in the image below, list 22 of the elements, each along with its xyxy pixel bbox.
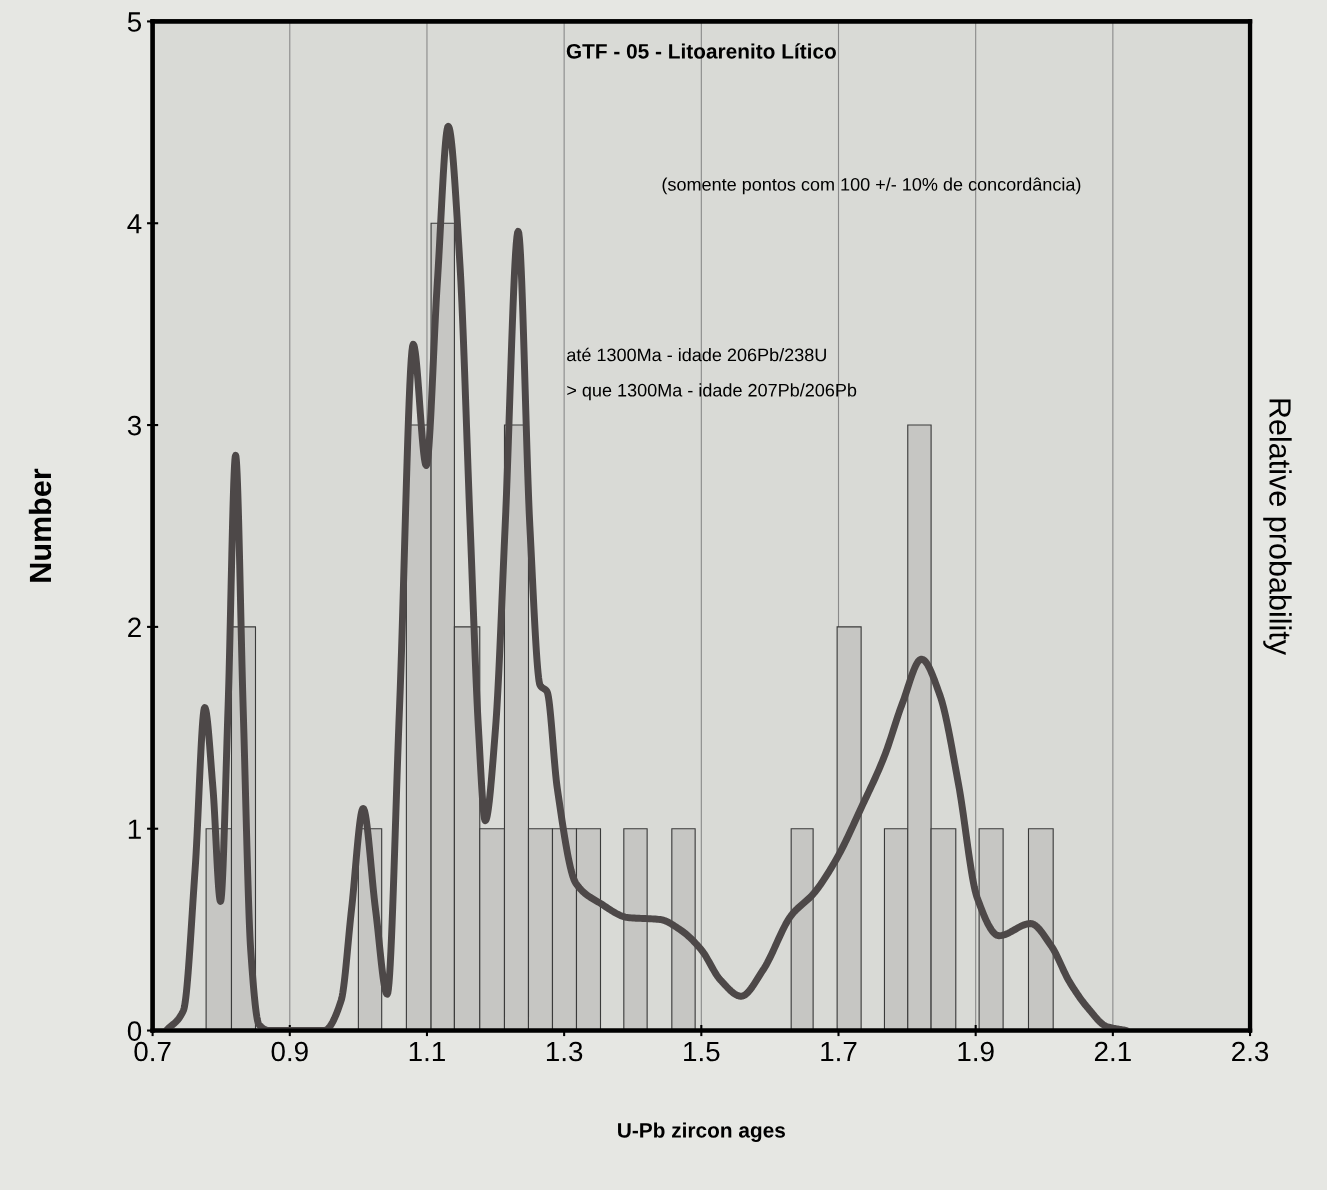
x-tick-label: 0.9	[271, 1041, 308, 1062]
x-tick-label: 1.1	[409, 1041, 445, 1062]
x-tick-label: 1.7	[821, 1041, 857, 1062]
y-tick-label: 0	[127, 1021, 142, 1041]
annotation: até 1300Ma - idade 206Pb/238U	[567, 347, 826, 362]
x-tick-label: 0.7	[134, 1041, 171, 1062]
y-tick-label: 4	[127, 214, 142, 234]
x-tick-label: 2.3	[1232, 1041, 1269, 1062]
x-tick-label: 2.1	[1094, 1041, 1131, 1062]
x-tick-label: 1.5	[684, 1041, 720, 1062]
text: GTF - 05 - Litoarenito Lítico	[566, 43, 836, 59]
x-axis-title: U-Pb zircon ages	[618, 1122, 785, 1142]
x-tick-label: 1.3	[546, 1041, 583, 1062]
y2-axis-title: Relative probability	[1263, 399, 1292, 656]
annotation: > que 1300Ma - idade 207Pb/206Pb	[567, 383, 857, 401]
y-axis-title: Number	[28, 468, 52, 582]
annotation: (somente pontos com 100 +/- 10% de concordância)	[662, 177, 1081, 195]
x-tick-label: 1.9	[958, 1041, 994, 1062]
y-tick-label: 3	[127, 415, 141, 436]
y-tick-label: 2	[128, 617, 141, 637]
y-tick-label: 5	[127, 12, 142, 32]
y-tick-label: 1	[128, 819, 141, 839]
